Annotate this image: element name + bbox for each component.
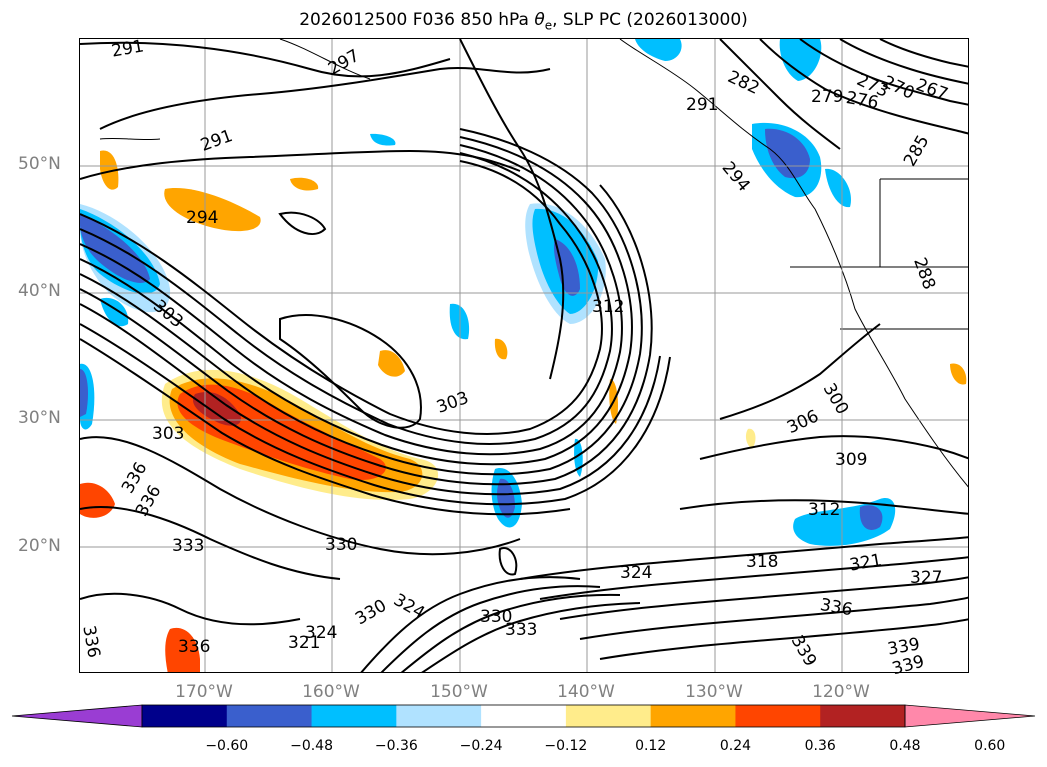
colorbar-tick-label: 0.60 xyxy=(974,738,1006,754)
colorbar-segment xyxy=(820,705,906,727)
contour-label: 309 xyxy=(835,450,868,470)
colorbar-tick-label: −0.12 xyxy=(544,738,588,754)
colorbar-tick-label: 0.24 xyxy=(719,738,752,754)
lat-label-50n: 50°N xyxy=(18,154,61,174)
map-title: 2026012500 F036 850 hPa θe, SLP PC (2026… xyxy=(299,10,748,33)
contour-label: 324 xyxy=(305,623,338,643)
contour-label: 312 xyxy=(592,297,625,317)
colorbar-segment xyxy=(735,705,821,727)
colorbar-tick-label: −0.24 xyxy=(459,738,503,754)
colorbar-segment xyxy=(396,705,482,727)
lon-label-140w: 140°W xyxy=(557,682,615,702)
contour-label: 333 xyxy=(505,620,538,640)
contour-label: 318 xyxy=(746,552,779,572)
lat-label-20n: 20°N xyxy=(18,536,61,556)
contour-label: 324 xyxy=(620,563,653,583)
theta-e-contours xyxy=(80,39,968,672)
colorbar-segment xyxy=(311,705,397,727)
colorbar-tick-label: −0.48 xyxy=(290,738,333,754)
colorbar-tick-label: −0.60 xyxy=(205,738,249,754)
contour-label: 291 xyxy=(686,95,719,115)
contour-label: 294 xyxy=(186,208,219,228)
colorbar-max-arrow xyxy=(904,704,1036,728)
colorbar-tick-label: 0.36 xyxy=(804,738,836,754)
colorbar-min-arrow xyxy=(11,704,143,728)
contour-label: 321 xyxy=(288,633,321,653)
lon-label-170w: 170°W xyxy=(175,682,233,702)
colorbar-segment xyxy=(565,705,652,727)
map-panel xyxy=(79,38,969,673)
contour-label: 279 xyxy=(811,87,844,107)
map-canvas xyxy=(80,39,968,672)
lat-label-30n: 30°N xyxy=(18,408,61,428)
colorbar-tick-label: 0.12 xyxy=(635,738,667,754)
lon-label-160w: 160°W xyxy=(302,682,360,702)
colorbar xyxy=(11,704,1036,728)
colorbar-segment xyxy=(481,705,567,727)
contour-label: 327 xyxy=(910,568,943,588)
contour-label: 312 xyxy=(808,500,841,520)
lon-label-150w: 150°W xyxy=(430,682,488,702)
colorbar-segment xyxy=(650,705,736,727)
colorbar-segment xyxy=(226,705,313,727)
contour-label: 303 xyxy=(152,424,185,444)
lat-label-40n: 40°N xyxy=(18,281,61,301)
lon-label-120w: 120°W xyxy=(812,682,870,702)
contour-label: 333 xyxy=(172,536,205,556)
lon-label-130w: 130°W xyxy=(685,682,743,702)
contour-label: 330 xyxy=(325,535,358,555)
colorbar-tick-label: −0.36 xyxy=(374,738,418,754)
negative-anomaly-shading xyxy=(80,39,896,546)
contour-label: 330 xyxy=(480,607,513,627)
contour-label: 336 xyxy=(178,637,211,657)
colorbar-segment xyxy=(142,705,228,727)
colorbar-tick-label: 0.48 xyxy=(889,738,921,754)
